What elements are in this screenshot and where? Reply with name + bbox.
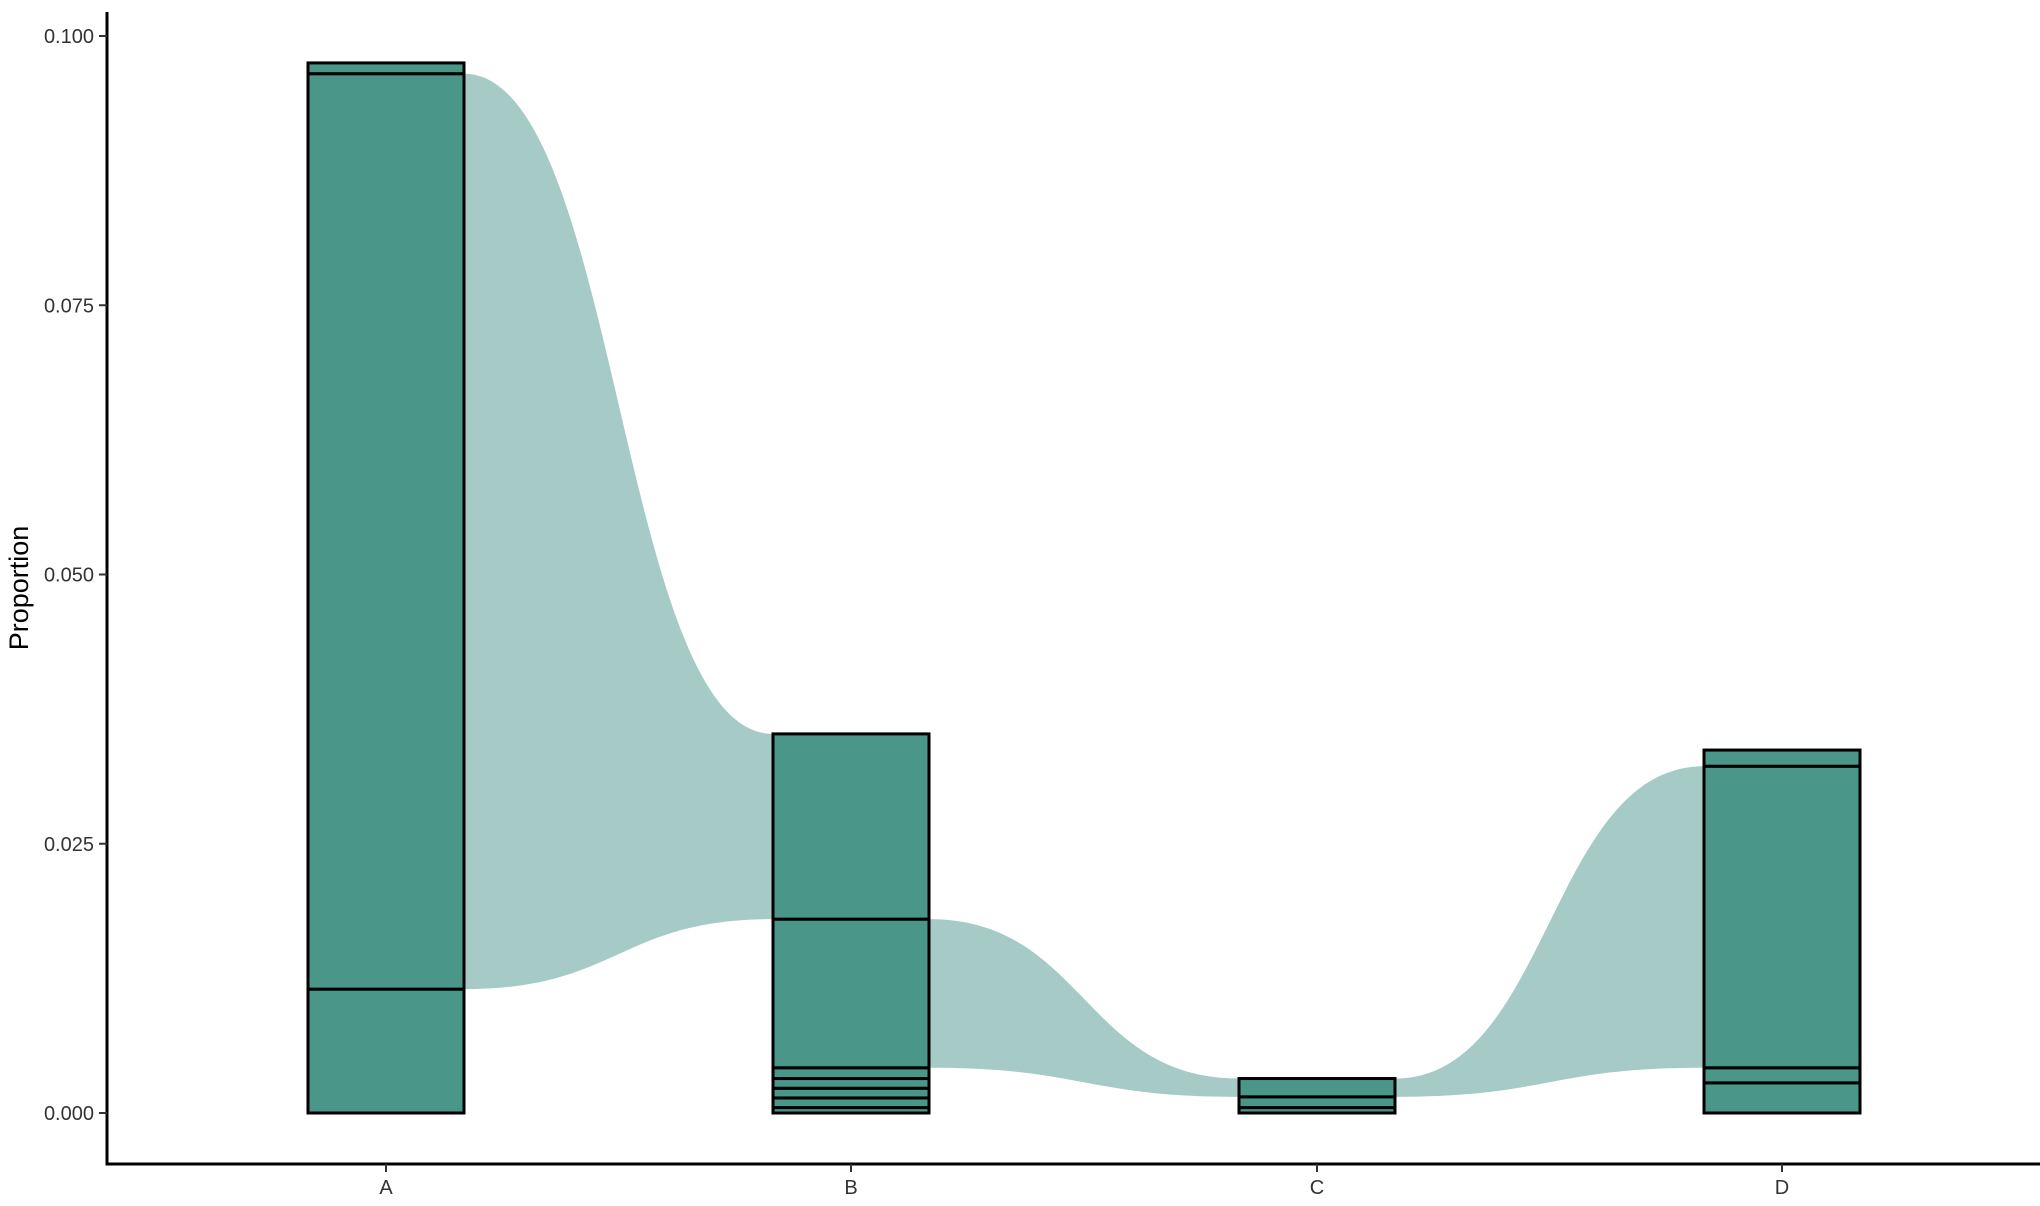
stratum-c-2: [1237, 1095, 1397, 1110]
stratum-b-7: [771, 732, 931, 921]
stratum-a-1: [306, 987, 466, 1115]
strata-layer: [306, 61, 1862, 1115]
stratum-d-1: [1702, 1081, 1862, 1115]
y-tick-label: 0.075: [44, 295, 94, 317]
y-tick-label: 0.050: [44, 565, 94, 587]
stratum-a-3: [306, 61, 466, 76]
y-axis-label: Proportion: [4, 526, 34, 651]
stratum-c-3: [1237, 1077, 1397, 1099]
x-tick-label: A: [379, 1177, 393, 1199]
flow-b-c: [929, 919, 1239, 1097]
stratum-d-3: [1702, 764, 1862, 1070]
y-tick-label: 0.025: [44, 834, 94, 856]
x-tick-label: B: [844, 1177, 857, 1199]
x-tick-label: C: [1310, 1177, 1324, 1199]
y-tick-label: 0.100: [44, 26, 94, 48]
stratum-d-4: [1702, 748, 1862, 768]
x-tick-label: D: [1775, 1177, 1789, 1199]
flow-a-b: [464, 73, 773, 990]
flow-c-d: [1395, 766, 1704, 1097]
flow-layer: [464, 73, 1704, 1097]
stratum-b-5: [771, 1066, 931, 1081]
axes: 0.000 0.025 0.050 0.075 0.100 A B C D: [44, 12, 2040, 1199]
stratum-a-2: [306, 72, 466, 991]
stratum-d-2: [1702, 1066, 1862, 1085]
stratum-b-6: [771, 917, 931, 1070]
y-tick-label: 0.000: [44, 1103, 94, 1125]
